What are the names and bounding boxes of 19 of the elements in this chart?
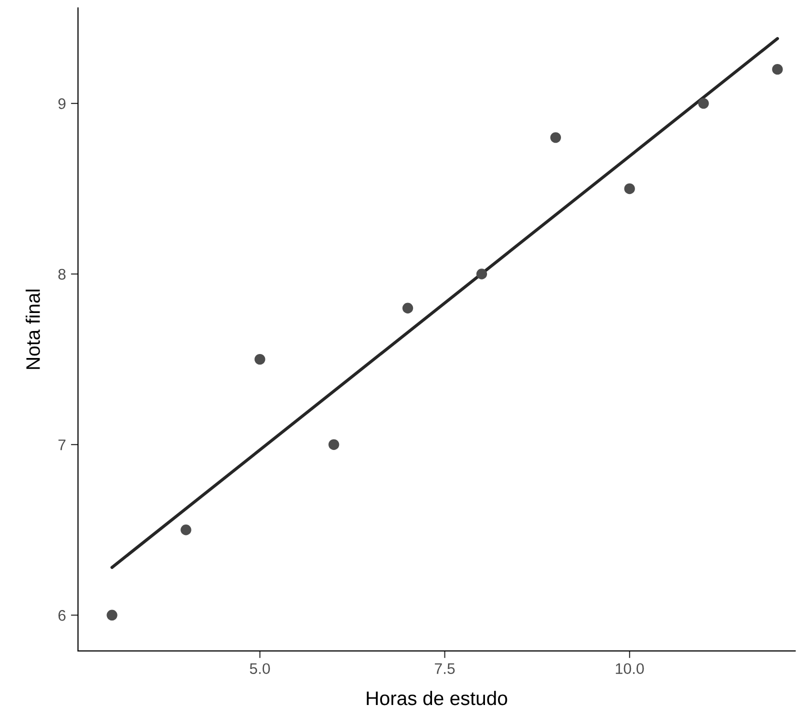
point: [624, 183, 635, 194]
point: [328, 439, 340, 450]
x-tick-label: 10.0: [616, 663, 644, 674]
point: [772, 64, 783, 75]
point: [254, 354, 266, 365]
point: [476, 268, 488, 280]
point: [550, 132, 561, 143]
x-axis-title: Horas de estudo: [366, 690, 508, 706]
x-tick-label: 5.0: [250, 663, 270, 674]
y-axis-title: Nota final: [26, 290, 40, 369]
y-tick-label: 8: [58, 268, 66, 280]
y-tick-label: 6: [58, 610, 66, 621]
y-tick-label: 7: [58, 440, 66, 450]
point: [106, 610, 118, 621]
point: [698, 98, 709, 109]
point: [180, 524, 192, 536]
y-tick-label: 9: [58, 98, 66, 110]
point: [402, 302, 414, 314]
x-tick-label: 7.5: [434, 663, 455, 674]
